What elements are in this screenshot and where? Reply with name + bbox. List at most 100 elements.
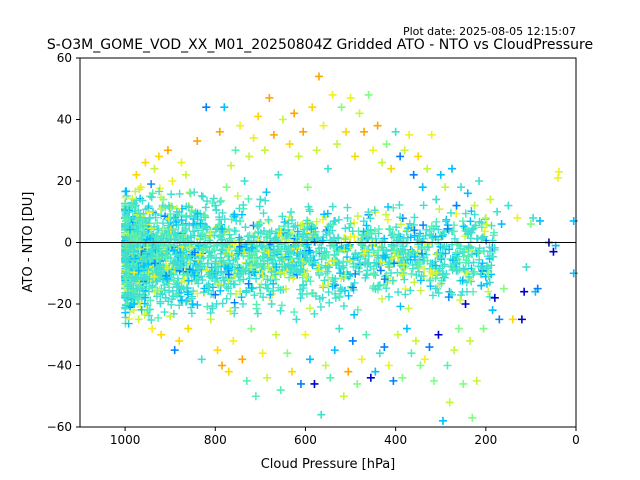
data-point [172,207,181,216]
cloud-marker [324,251,333,260]
data-point [281,263,290,272]
cloud-marker [265,228,274,237]
cloud-marker [415,259,424,268]
data-point [470,201,479,210]
cloud-marker [395,200,404,209]
cloud-marker [460,265,469,274]
cloud-marker [140,253,149,262]
data-point [475,177,484,185]
cloud-marker [239,266,248,275]
cloud-marker [178,270,187,279]
data-point [202,103,211,112]
data-point [159,195,168,204]
data-point [227,161,236,170]
cloud-marker [458,287,467,296]
cloud-marker [390,231,399,240]
cloud-marker [371,271,380,280]
cloud-marker [210,246,219,255]
data-point [477,281,486,290]
data-point [154,152,163,161]
cloud-marker [305,258,314,267]
cloud-marker [262,237,271,246]
data-point [526,220,535,229]
cloud-marker [324,288,333,297]
data-point [324,164,332,173]
data-point [321,361,330,370]
cloud-marker [400,260,409,269]
cloud-marker [177,296,186,305]
cloud-marker [141,293,150,302]
data-point [348,336,357,345]
cloud-marker [470,210,479,219]
cloud-marker [253,309,262,318]
data-point [529,213,538,222]
cloud-marker [221,240,230,249]
cloud-marker [346,232,355,241]
data-point [211,201,220,210]
cloud-marker [166,209,175,218]
cloud-marker [198,246,207,255]
cloud-marker [451,248,460,257]
y-tick-label: −40 [47,359,72,373]
data-point [181,170,190,179]
cloud-marker [256,254,265,263]
cloud-marker [363,230,372,239]
data-point [513,213,522,222]
cloud-marker [305,246,314,255]
cloud-marker [210,231,219,240]
data-point [333,140,342,149]
data-point [177,158,186,167]
cloud-marker [253,221,262,230]
data-point [258,349,267,358]
data-point [445,398,454,407]
cloud-marker [245,231,254,240]
cloud-marker [358,231,367,240]
cloud-marker [226,307,235,316]
cloud-marker [302,290,311,299]
cloud-marker [489,252,498,261]
cloud-marker [475,217,484,226]
cloud-marker [466,217,475,226]
cloud-marker [148,189,157,198]
cloud-marker [198,262,207,271]
data-point [396,152,405,161]
cloud-marker [197,215,206,224]
data-point [360,127,369,136]
data-point [373,121,382,130]
cloud-marker [122,279,131,288]
cloud-marker [196,250,205,259]
data-point [554,167,563,176]
cloud-marker [315,266,324,275]
cloud-marker [129,256,138,265]
cloud-marker [125,315,134,324]
data-point [330,346,339,355]
cloud-marker [328,226,337,235]
cloud-marker [184,276,193,285]
cloud-marker [197,191,206,200]
cloud-marker [272,263,281,272]
cloud-marker [187,303,196,312]
data-point [382,140,391,149]
data-point [495,315,504,324]
data-point [314,72,323,81]
cloud-marker [230,240,239,249]
cloud-marker [372,258,381,267]
cloud-marker [341,235,350,244]
cloud-marker [452,209,461,218]
cloud-marker [466,234,475,243]
cloud-marker [431,261,440,270]
data-point [520,287,529,296]
cloud-marker [294,258,303,267]
cloud-marker [190,248,199,257]
data-point [418,183,427,192]
cloud-marker [435,205,444,214]
cloud-marker [184,242,193,251]
cloud-marker [418,249,427,258]
data-point [522,263,531,272]
data-points [121,72,578,425]
cloud-marker [147,224,156,233]
cloud-marker [487,261,496,270]
cloud-marker [360,249,369,258]
cloud-marker [217,196,226,205]
cloud-marker [269,279,278,288]
